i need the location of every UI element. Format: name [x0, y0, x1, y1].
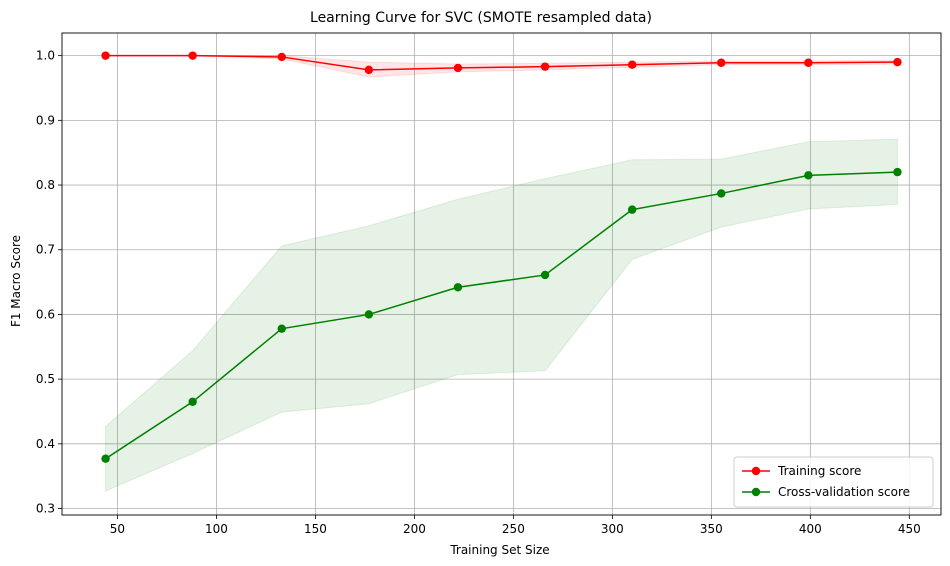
grid-lines: [62, 33, 941, 515]
training-score-point: [277, 52, 286, 62]
cross-validation-score-line: [105, 171, 898, 460]
cross-validation-score-point: [540, 270, 550, 280]
x-tick-label: 300: [601, 522, 624, 536]
axes-frame: [61, 32, 942, 516]
x-tick-label: 250: [502, 522, 525, 536]
cross-validation-score-point: [101, 454, 110, 463]
cross-validation-score-point: [804, 171, 813, 180]
training-score-point: [540, 62, 550, 71]
legend-box: [733, 456, 934, 508]
x-tick-label: 100: [205, 522, 228, 536]
series-points: [101, 51, 902, 463]
cross-validation-score-point: [364, 310, 374, 319]
x-tick-label: 200: [403, 522, 426, 536]
training-score-point: [627, 60, 637, 69]
cross-validation-score-point: [453, 283, 463, 292]
x-tick-label: 450: [898, 522, 921, 536]
y-axis-label: F1 Macro Score: [9, 235, 23, 327]
training-score-point: [804, 58, 813, 67]
chart-title: Learning Curve for SVC (SMOTE resampled …: [310, 10, 652, 26]
training-score-legend-marker: [751, 466, 761, 476]
cross-validation-score-point: [717, 189, 726, 198]
training-score-point: [101, 51, 110, 60]
y-tick-label: 0.3: [36, 502, 55, 516]
y-tick-label: 0.5: [36, 372, 55, 386]
y-tick-label: 0.4: [36, 437, 55, 451]
cross-validation-score-point: [627, 205, 637, 214]
x-tick-label: 350: [700, 522, 723, 536]
training-score-point: [893, 57, 902, 67]
cross-validation-score-legend-label: Cross-validation score: [778, 485, 910, 499]
x-tick-label: 400: [799, 522, 822, 536]
training-score-point: [717, 58, 726, 67]
y-tick-label: 0.8: [36, 178, 55, 192]
cross-validation-score-legend-marker: [751, 487, 761, 497]
y-tick-label: 1.0: [36, 49, 55, 63]
x-tick-label: 50: [110, 522, 125, 536]
training-score-point: [364, 65, 374, 75]
legend: Training score Cross-validation score: [733, 456, 934, 508]
series-lines: [105, 54, 898, 460]
cross-validation-score-band: [105, 138, 898, 492]
training-score-legend-label: Training score: [777, 464, 861, 478]
cross-validation-score-point: [277, 324, 286, 333]
y-tick-label: 0.7: [36, 243, 55, 257]
y-tick-label: 0.6: [36, 307, 55, 321]
training-score-point: [188, 51, 197, 60]
x-axis-ticks: 50 100 150 200 250 300 350 400 450: [110, 515, 921, 536]
cross-validation-score-point: [188, 397, 197, 406]
cross-validation-score-point: [893, 167, 902, 177]
x-tick-label: 150: [304, 522, 327, 536]
training-score-line: [105, 54, 898, 71]
y-axis-ticks: 0.3 0.4 0.5 0.6 0.7 0.8 0.9 1.0: [36, 49, 62, 516]
x-axis-label: Training Set Size: [449, 543, 549, 557]
y-tick-label: 0.9: [36, 113, 55, 127]
training-score-point: [453, 63, 463, 73]
